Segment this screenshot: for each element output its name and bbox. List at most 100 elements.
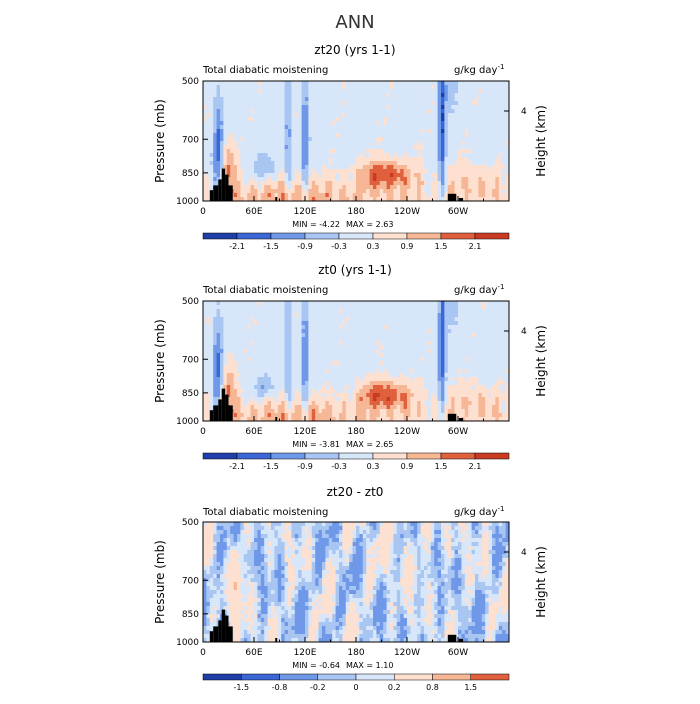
contour-cell — [257, 89, 261, 93]
contour-cell — [441, 409, 445, 413]
contour-cell — [206, 81, 210, 85]
contour-cell — [254, 357, 258, 361]
contour-cell — [383, 157, 387, 161]
contour-cell — [346, 373, 350, 377]
contour-cell — [424, 105, 428, 109]
contour-cell — [363, 325, 367, 329]
contour-cell — [220, 357, 224, 361]
contour-cell — [475, 153, 479, 157]
contour-cell — [489, 157, 493, 161]
contour-cell — [264, 337, 268, 341]
contour-cell — [251, 369, 255, 373]
contour-cell — [363, 389, 367, 393]
contour-cell — [349, 309, 353, 313]
contour-cell — [359, 309, 363, 313]
contour-cell — [353, 93, 357, 97]
contour-cell — [342, 157, 346, 161]
contour-cell — [383, 409, 387, 413]
contour-cell — [268, 305, 272, 309]
contour-cell — [485, 85, 489, 89]
contour-cell — [206, 337, 210, 341]
contour-cell — [482, 189, 486, 193]
contour-cell — [400, 109, 404, 113]
contour-cell — [376, 333, 380, 337]
contour-cell — [390, 157, 394, 161]
contour-cell — [495, 137, 499, 141]
contour-cell — [342, 121, 346, 125]
contour-cell — [332, 85, 336, 89]
contour-cell — [366, 385, 370, 389]
contour-cell — [217, 173, 221, 177]
contour-cell — [434, 333, 438, 337]
contour-cell — [380, 373, 384, 377]
contour-cell — [206, 161, 210, 165]
contour-cell — [336, 393, 340, 397]
contour-cell — [298, 309, 302, 313]
contour-cell — [244, 161, 248, 165]
contour-cell — [393, 333, 397, 337]
contour-cell — [336, 125, 340, 129]
contour-cell — [237, 137, 241, 141]
contour-cell — [366, 393, 370, 397]
contour-cell — [431, 345, 435, 349]
contour-cell — [308, 361, 312, 365]
contour-cell — [424, 357, 428, 361]
contour-cell — [431, 185, 435, 189]
contour-cell — [380, 153, 384, 157]
contour-cell — [410, 161, 414, 165]
contour-cell — [410, 125, 414, 129]
contour-cell — [251, 141, 255, 145]
contour-cell — [458, 189, 462, 193]
contour-cell — [472, 193, 476, 197]
contour-cell — [268, 109, 272, 113]
colorbar-swatch — [339, 233, 373, 239]
contour-cell — [298, 101, 302, 105]
contour-cell — [390, 173, 394, 177]
contour-cell — [356, 337, 360, 341]
contour-cell — [261, 117, 265, 121]
contour-cell — [387, 325, 391, 329]
contour-cell — [285, 173, 289, 177]
contour-cell — [291, 85, 295, 89]
contour-cell — [393, 345, 397, 349]
contour-cell — [424, 145, 428, 149]
contour-cell — [237, 345, 241, 349]
contour-cell — [295, 133, 299, 137]
contour-cell — [227, 345, 231, 349]
contour-cell — [305, 93, 309, 97]
contour-cell — [302, 189, 306, 193]
contour-cell — [359, 181, 363, 185]
contour-cell — [315, 397, 319, 401]
contour-cell — [485, 153, 489, 157]
contour-cell — [268, 357, 272, 361]
contour-cell — [206, 309, 210, 313]
contour-cell — [251, 337, 255, 341]
contour-cell — [417, 177, 421, 181]
contour-cell — [254, 125, 258, 129]
contour-cell — [244, 389, 248, 393]
contour-cell — [325, 329, 329, 333]
contour-cell — [380, 189, 384, 193]
contour-cell — [230, 149, 234, 153]
contour-cell — [370, 401, 374, 405]
contour-cell — [434, 177, 438, 181]
contour-cell — [434, 405, 438, 409]
contour-cell — [240, 169, 244, 173]
contour-cell — [424, 329, 428, 333]
contour-cell — [444, 357, 448, 361]
contour-cell — [485, 173, 489, 177]
contour-cell — [332, 309, 336, 313]
contour-cell — [434, 309, 438, 313]
contour-cell — [234, 345, 238, 349]
contour-cell — [244, 81, 248, 85]
contour-cell — [499, 117, 503, 121]
contour-cell — [254, 101, 258, 105]
contour-cell — [312, 301, 316, 305]
contour-cell — [322, 113, 326, 117]
contour-cell — [308, 181, 312, 185]
contour-cell — [393, 389, 397, 393]
contour-cell — [261, 193, 265, 197]
contour-cell — [390, 361, 394, 365]
contour-cell — [278, 161, 282, 165]
contour-cell — [417, 353, 421, 357]
